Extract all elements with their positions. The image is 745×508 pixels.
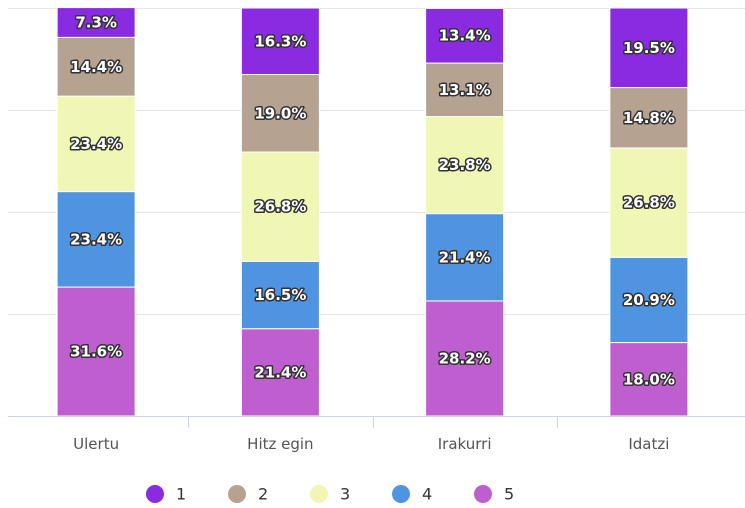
bars xyxy=(56,7,689,417)
bar-segment-5 xyxy=(56,286,136,417)
bar-segment-4 xyxy=(425,213,505,302)
bar-segment-5 xyxy=(425,300,505,417)
data-label: 31.6% xyxy=(70,343,122,361)
data-label: 13.1% xyxy=(439,81,491,99)
data-label: 20.9% xyxy=(623,291,675,309)
bar-segment-1 xyxy=(240,7,320,76)
data-label: 13.4% xyxy=(439,27,491,45)
legend-label: 2 xyxy=(258,485,268,504)
x-tick-label: Irakurri xyxy=(438,435,492,453)
bar-segment-3 xyxy=(240,151,320,262)
data-label: 23.4% xyxy=(70,230,122,248)
data-label: 14.4% xyxy=(70,58,122,76)
legend-label: 5 xyxy=(504,485,514,504)
data-label: 18.0% xyxy=(623,370,675,388)
legend-label: 4 xyxy=(422,485,432,504)
legend-marker-4 xyxy=(392,485,410,503)
legend-label: 3 xyxy=(340,485,350,504)
bar-segment-1 xyxy=(56,7,136,38)
bar-segment-3 xyxy=(56,95,136,193)
bar-segment-2 xyxy=(609,87,689,149)
bar-segment-5 xyxy=(609,342,689,417)
bar-segment-3 xyxy=(609,147,689,258)
legend-marker-2 xyxy=(228,485,246,503)
bar-segment-2 xyxy=(56,36,136,97)
x-tick-label: Hitz egin xyxy=(247,435,313,453)
x-tick-label: Ulertu xyxy=(73,435,119,453)
bar-segment-3 xyxy=(425,116,505,215)
bar-segment-5 xyxy=(240,328,320,417)
bar-segment-2 xyxy=(240,74,320,153)
bar-segment-4 xyxy=(56,191,136,288)
data-label: 16.3% xyxy=(254,32,306,50)
bar-segment-1 xyxy=(609,7,689,89)
data-label: 23.4% xyxy=(70,135,122,153)
data-label: 28.2% xyxy=(439,349,491,367)
bar-segment-1 xyxy=(425,7,505,64)
data-label: 19.5% xyxy=(623,39,675,57)
data-label: 21.4% xyxy=(254,363,306,381)
data-label: 16.5% xyxy=(254,286,306,304)
data-label: 23.8% xyxy=(439,156,491,174)
legend-marker-1 xyxy=(146,485,164,503)
value-labels: 31.6% 23.4% 23.4% 14.4% 7.3% 21.4% 16.5% 26.8% 1… xyxy=(69,12,677,390)
data-label: 14.8% xyxy=(623,109,675,127)
legend: 1 2 3 4 5 xyxy=(146,485,514,504)
data-label: 26.8% xyxy=(623,194,675,212)
bar-segment-4 xyxy=(609,256,689,344)
data-label: 19.0% xyxy=(254,104,306,122)
x-tick-label: Idatzi xyxy=(628,435,669,453)
legend-label: 1 xyxy=(176,485,186,504)
legend-marker-3 xyxy=(310,485,328,503)
data-label: 21.4% xyxy=(439,248,491,266)
data-label: 26.8% xyxy=(254,198,306,216)
x-axis: Ulertu Hitz egin Irakurri Idatzi xyxy=(8,416,745,453)
bar-segment-4 xyxy=(240,260,320,330)
data-label: 7.3% xyxy=(75,13,117,31)
legend-marker-5 xyxy=(474,485,492,503)
